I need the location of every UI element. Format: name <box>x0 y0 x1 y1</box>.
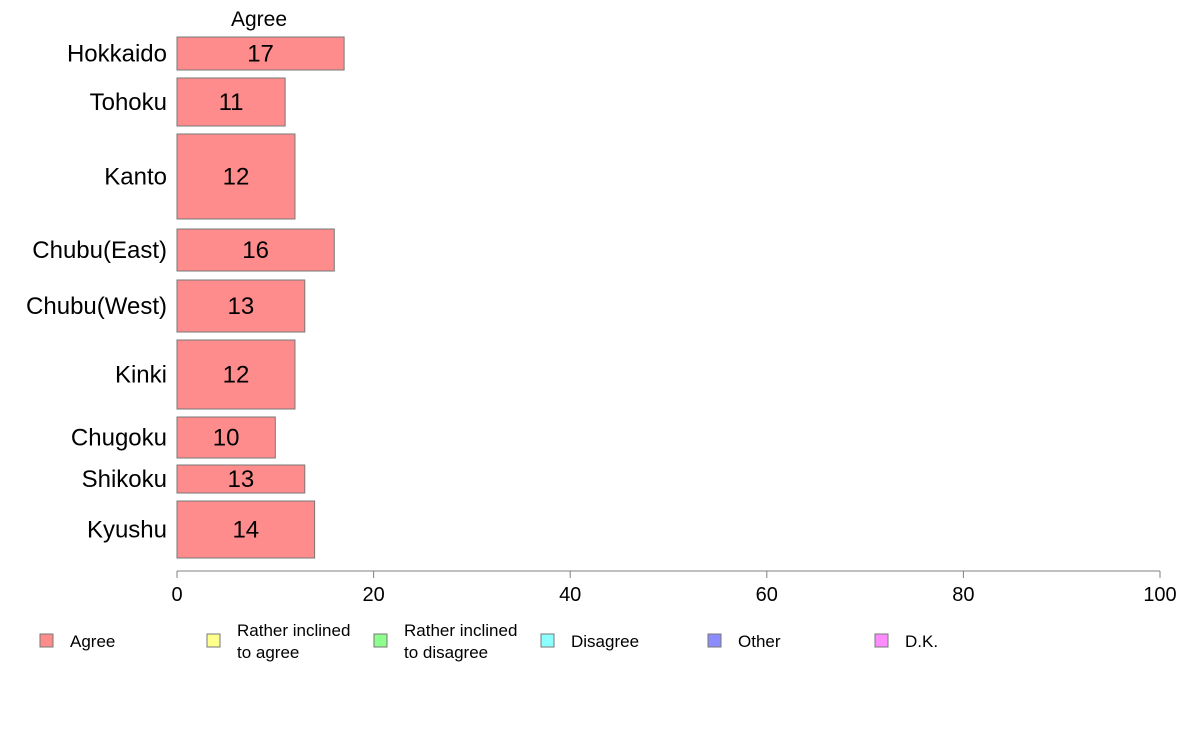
x-tick-label: 20 <box>362 584 384 606</box>
legend-swatch <box>707 633 722 648</box>
bar-kinki-agree <box>176 339 296 410</box>
legend-label: Agree <box>70 632 115 651</box>
legend-label: D.K. <box>905 632 938 651</box>
legend-label: Rather inclined to disagree <box>404 621 517 662</box>
x-tick-label: 0 <box>171 584 182 606</box>
category-label: Chugoku <box>71 425 167 452</box>
legend-label: Other <box>738 632 781 651</box>
legend-swatch <box>373 633 388 648</box>
bar-value-label: 16 <box>242 237 269 264</box>
bar-shikoku-agree <box>176 464 306 494</box>
x-tick-label: 100 <box>1143 584 1176 606</box>
bar-kyushu-agree <box>176 500 316 559</box>
bar-value-label: 13 <box>228 293 255 320</box>
category-label: Kanto <box>104 164 167 191</box>
legend-swatch <box>874 633 889 648</box>
legend-swatch <box>39 633 54 648</box>
category-label: Chubu(East) <box>32 237 167 264</box>
bar-kanto-agree <box>176 133 296 220</box>
category-label: Kyushu <box>87 517 167 544</box>
bar-chugoku-agree <box>176 416 276 459</box>
category-label: Hokkaido <box>67 41 167 68</box>
bar-chubu-west-agree <box>176 279 306 333</box>
bar-hokkaido-agree <box>176 36 345 71</box>
bar-value-label: 17 <box>247 41 274 68</box>
legend-label: Disagree <box>571 632 639 651</box>
x-tick-label: 80 <box>952 584 974 606</box>
category-label: Chubu(West) <box>26 293 167 320</box>
bar-chubu-east-agree <box>176 228 335 272</box>
category-label: Shikoku <box>82 466 167 493</box>
chart-title: Agree <box>231 8 287 31</box>
bar-value-label: 12 <box>223 164 250 191</box>
category-label: Tohoku <box>90 89 167 116</box>
bar-tohoku-agree <box>176 77 286 127</box>
legend-swatch <box>206 633 221 648</box>
bar-value-label: 14 <box>232 517 259 544</box>
bar-value-label: 11 <box>219 89 244 116</box>
bar-value-label: 10 <box>213 425 240 452</box>
legend-label: Rather inclined to agree <box>237 621 350 662</box>
x-tick-label: 40 <box>559 584 581 606</box>
x-tick-label: 60 <box>756 584 778 606</box>
bar-value-label: 13 <box>228 466 255 493</box>
legend-swatch <box>540 633 555 648</box>
category-label: Kinki <box>115 362 167 389</box>
bar-value-label: 12 <box>223 362 250 389</box>
